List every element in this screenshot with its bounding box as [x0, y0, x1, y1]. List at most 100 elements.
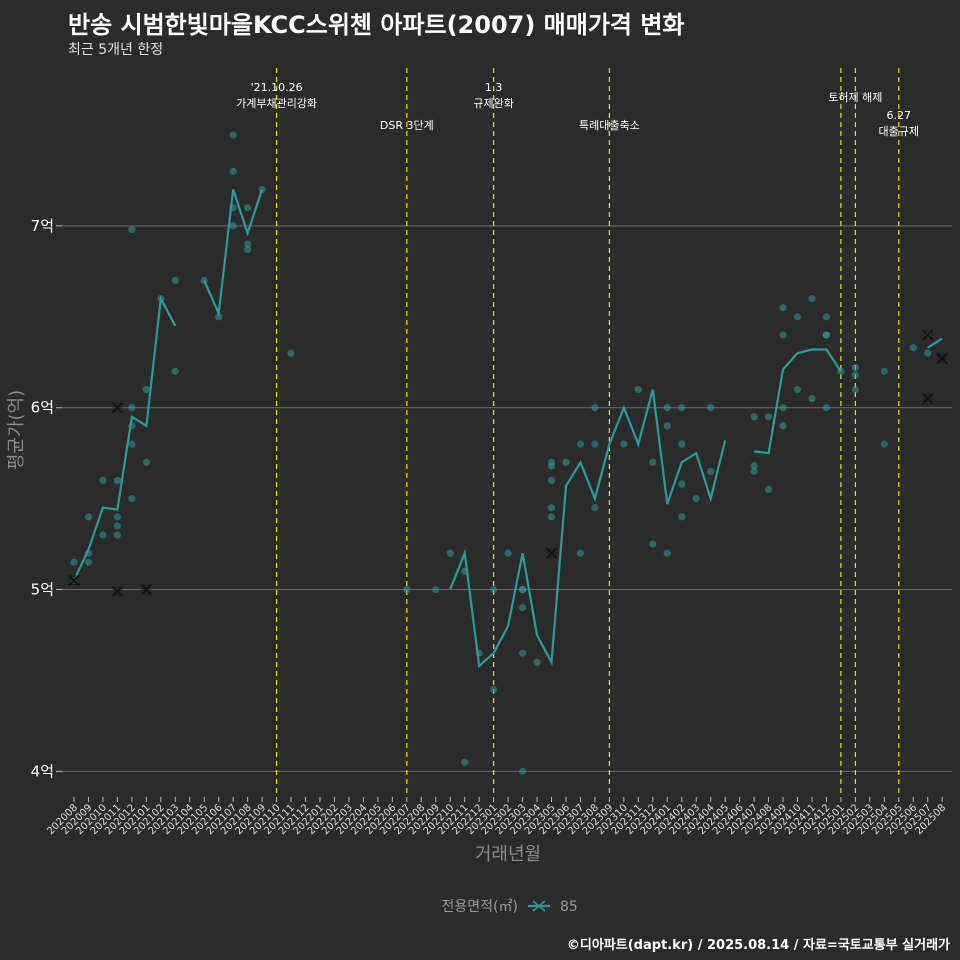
data-point [779, 422, 787, 430]
data-point [84, 513, 93, 521]
data-point [128, 440, 136, 448]
y-tick-label: 7억 [31, 217, 54, 235]
event-label: 6.27 [887, 109, 912, 122]
data-point [909, 344, 917, 352]
data-point [287, 349, 295, 357]
y-axis-title: 평균가(억) [6, 390, 27, 470]
data-point [808, 395, 816, 403]
data-point [504, 549, 512, 557]
data-point [244, 204, 252, 212]
event-label: '21.10.26 [251, 81, 303, 94]
data-point [113, 522, 122, 530]
data-point [547, 504, 556, 512]
data-point [547, 476, 556, 485]
data-point [779, 304, 787, 312]
data-point [244, 240, 252, 248]
data-point [924, 349, 932, 357]
data-point [432, 585, 440, 594]
data-point [403, 585, 411, 594]
data-point [707, 467, 715, 475]
data-point [244, 245, 252, 254]
event-label: DSR 3단계 [380, 119, 434, 132]
data-point [490, 585, 498, 594]
cancelled-marker [922, 329, 934, 341]
cancelled-marker-x [140, 583, 152, 596]
data-point [764, 485, 773, 494]
event-label: 가계부채관리강화 [236, 97, 317, 110]
data-point [171, 276, 179, 285]
data-point [663, 404, 671, 412]
data-point [591, 440, 599, 448]
data-point [142, 385, 150, 394]
data-point [99, 531, 107, 539]
data-point [663, 422, 671, 430]
data-point [490, 685, 498, 694]
data-point [518, 649, 527, 657]
data-point [880, 367, 888, 375]
y-tick-label: 6억 [31, 399, 54, 417]
data-point [793, 385, 802, 394]
data-point [128, 404, 136, 412]
data-point [518, 767, 527, 775]
event-label: 특례대출축소 [579, 119, 640, 132]
data-point [591, 404, 599, 412]
cancelled-marker [111, 585, 123, 597]
data-point [764, 413, 773, 421]
series-line [449, 389, 727, 669]
legend-swatch-x [532, 900, 546, 912]
data-point [461, 758, 469, 766]
data-point [518, 604, 527, 612]
cancelled-marker [545, 547, 558, 559]
data-point [678, 480, 686, 488]
data-point [707, 404, 715, 412]
data-point [822, 404, 831, 412]
data-point [128, 495, 136, 503]
data-point [229, 131, 237, 139]
x-axis-title: 거래년월 [475, 844, 541, 865]
data-point [576, 549, 585, 557]
cancelled-marker-x [68, 574, 80, 587]
data-point [649, 540, 657, 548]
data-point [518, 585, 527, 594]
data-point [70, 558, 78, 566]
data-point [547, 462, 556, 470]
cancelled-marker [68, 574, 80, 587]
data-point [446, 549, 454, 557]
data-point [215, 313, 223, 321]
source-caption: ©디아파트(dapt.kr) / 2025.08.14 / 자료=국토교통부 실… [566, 938, 950, 953]
data-point [779, 404, 787, 412]
data-point [547, 513, 556, 521]
cancelled-marker-x [936, 353, 948, 365]
data-point [880, 440, 888, 448]
event-label: 규제완화 [473, 97, 513, 110]
legend-title: 전용면적(㎡) [442, 899, 518, 915]
data-point [113, 476, 122, 485]
data-point [113, 513, 122, 521]
data-point [678, 404, 686, 412]
data-point [808, 295, 816, 303]
data-point [533, 658, 541, 666]
data-point [113, 531, 122, 539]
cancelled-marker-x [922, 329, 934, 341]
data-point [229, 222, 237, 230]
cancelled-marker [922, 393, 934, 405]
legend-entry: 85 [560, 899, 578, 915]
data-point [692, 495, 700, 503]
data-point [851, 371, 859, 379]
data-point [678, 440, 686, 448]
event-label: 토허제 해제 [828, 90, 882, 104]
cancelled-marker-x [111, 585, 123, 597]
data-point [678, 513, 686, 521]
data-point [99, 476, 107, 485]
data-point [663, 549, 671, 557]
data-point [750, 467, 758, 475]
cancelled-marker [111, 402, 123, 414]
y-tick-label: 4억 [31, 762, 54, 780]
data-point [171, 367, 179, 375]
data-point [750, 413, 758, 421]
series-line [753, 348, 842, 455]
data-point [779, 331, 787, 339]
series-line [203, 189, 264, 318]
data-point [591, 504, 599, 512]
data-point [84, 558, 93, 566]
